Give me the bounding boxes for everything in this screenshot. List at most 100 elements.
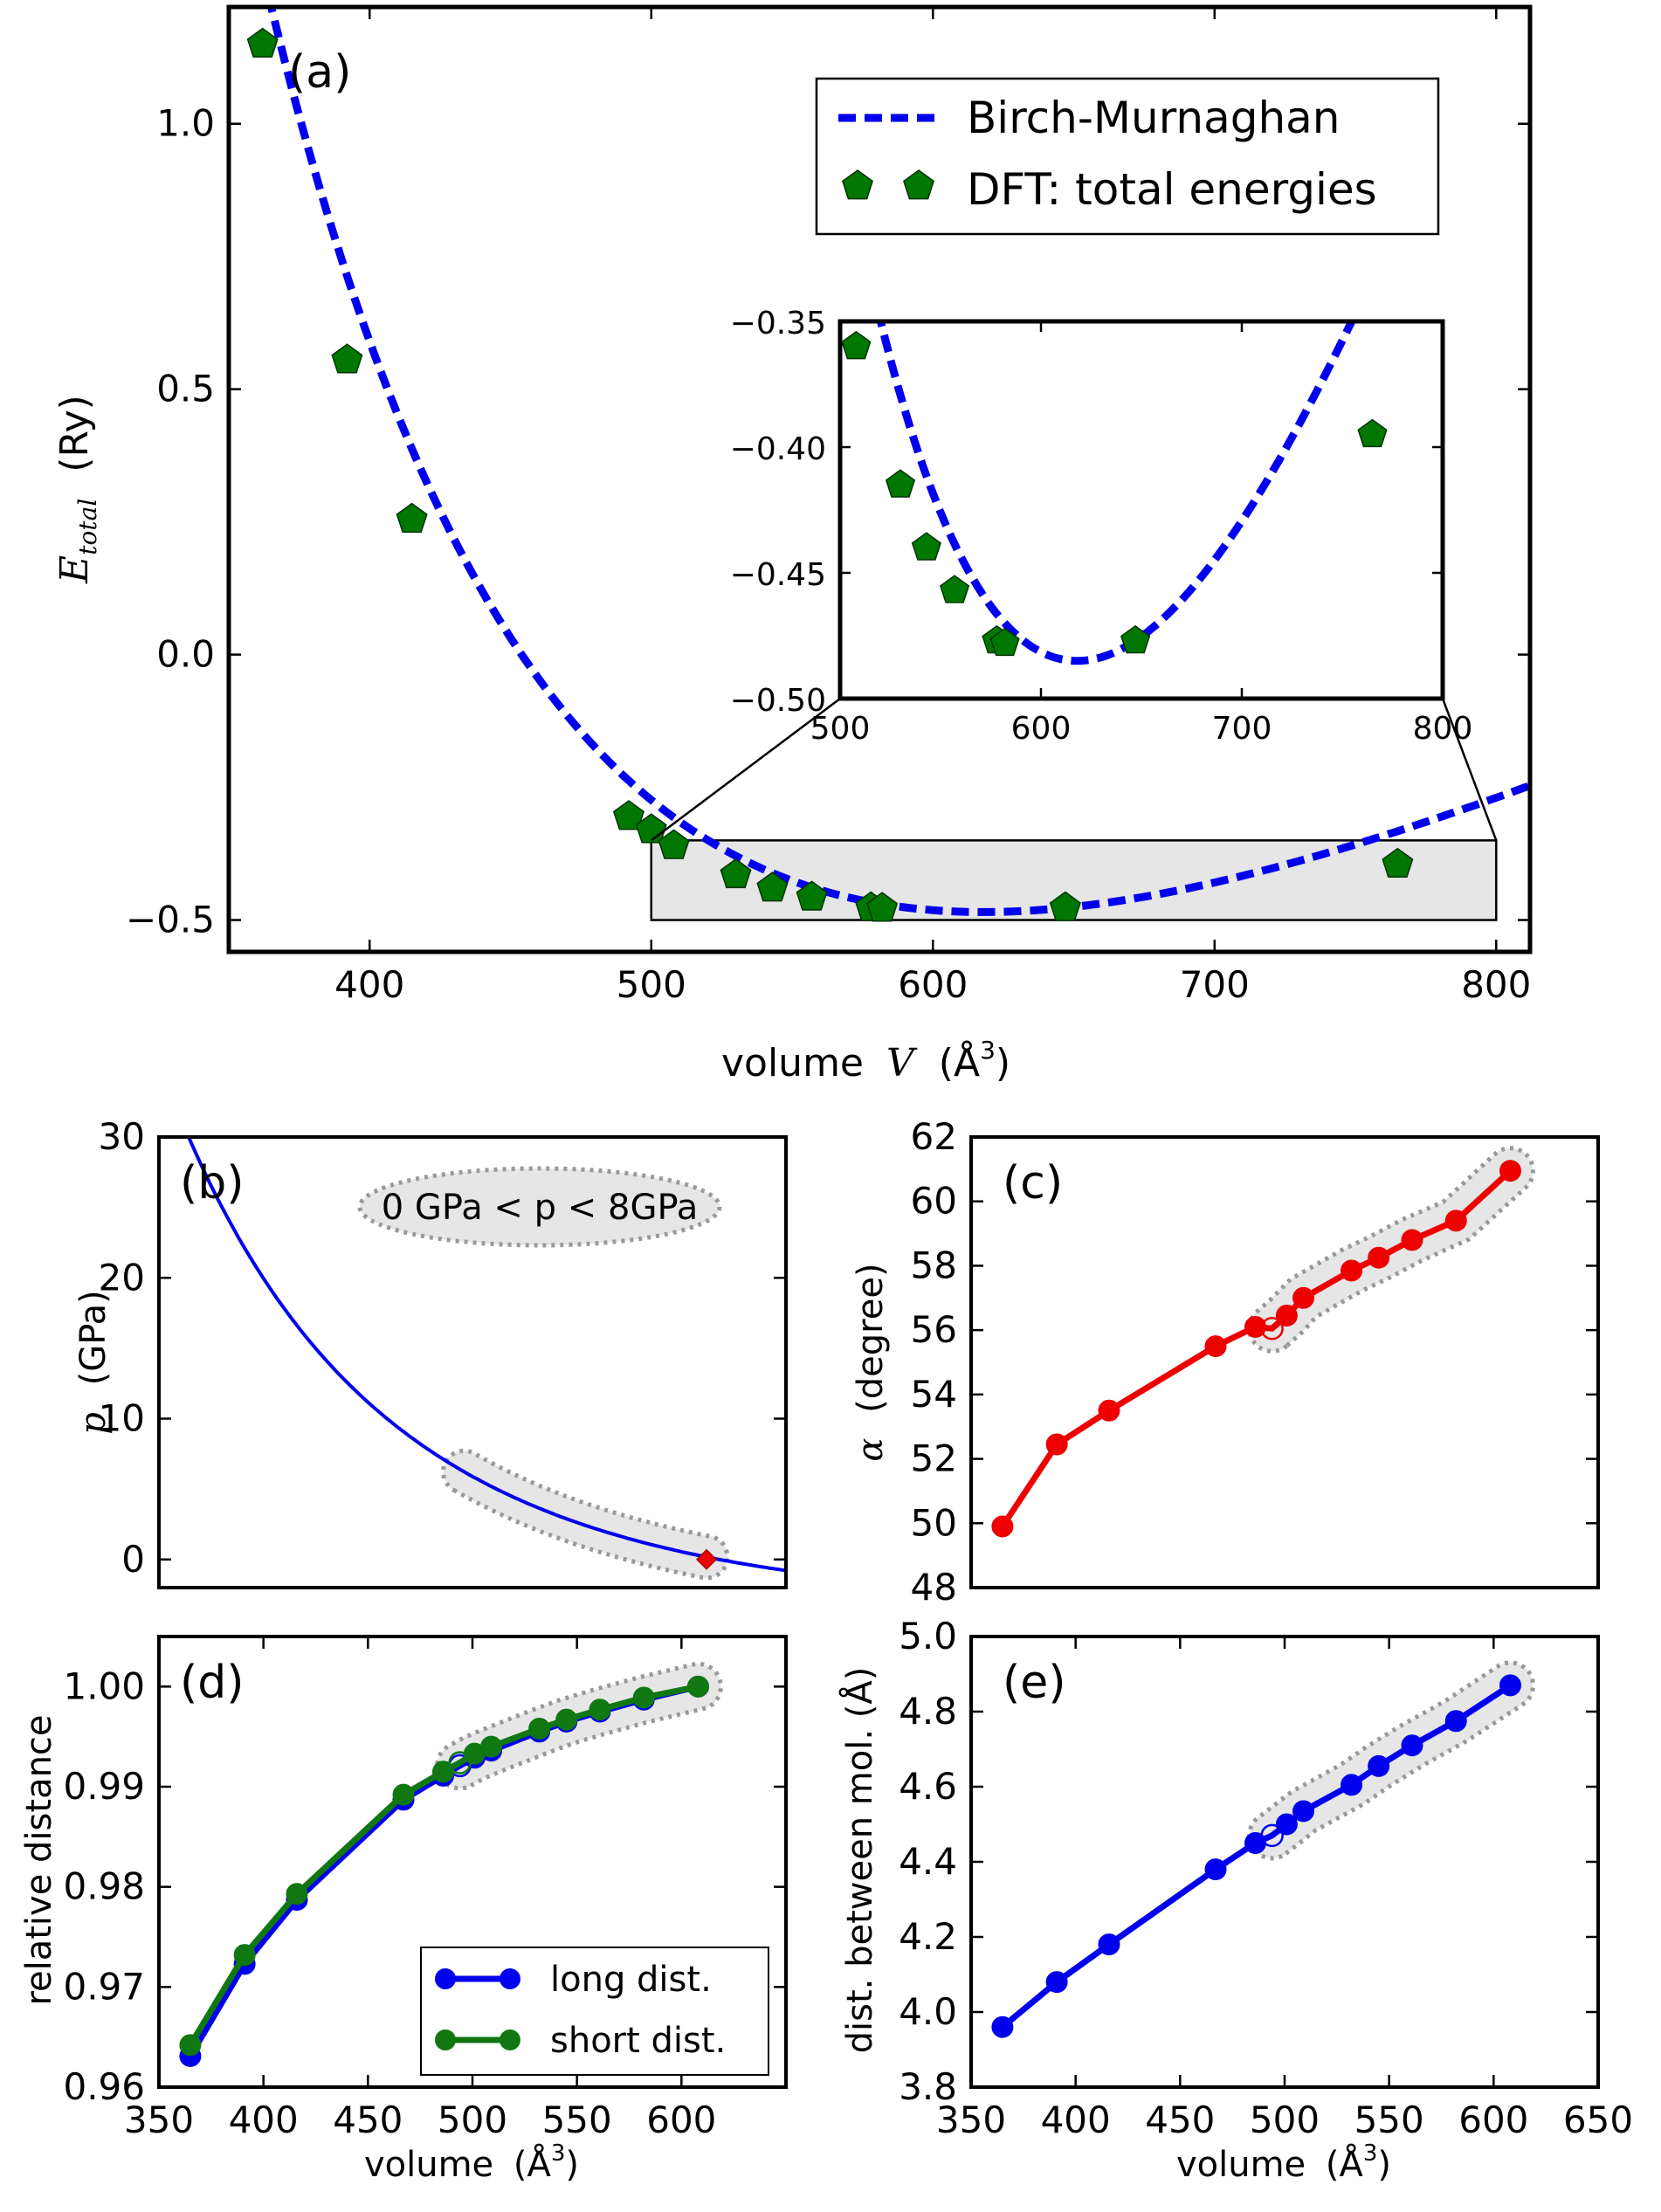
e-data-point <box>1341 1774 1363 1796</box>
a-panel-label: (a) <box>288 46 351 99</box>
c-data-point <box>1260 1317 1284 1340</box>
p4-ytick-label: 3.8 <box>899 2065 957 2108</box>
a-ylabel-sub: total <box>73 499 102 555</box>
c-ylabel-unit: (degree) <box>851 1263 891 1412</box>
c-data-point <box>1204 1335 1227 1358</box>
c-data-point <box>1098 1399 1120 1422</box>
d-short-point <box>686 1675 709 1698</box>
inset-ytick-label: −0.50 <box>730 683 826 719</box>
a-legend-marker-swatch <box>842 169 934 200</box>
inset-data-point <box>1120 624 1151 654</box>
inset-data-point <box>911 532 941 561</box>
e-data-point <box>1244 1832 1266 1854</box>
p3-ytick-label: 0.99 <box>63 1765 145 1808</box>
c-frame <box>969 1135 1600 1589</box>
a-ylabel-unit: (Ry) <box>52 395 97 472</box>
inset-data-point <box>940 575 970 603</box>
b-ytick-label: 10 <box>99 1397 145 1440</box>
e-data-point <box>1045 1971 1068 1994</box>
p4-xtick-label: 550 <box>1354 2098 1424 2141</box>
e-ylabel: dist. between mol. (Å) <box>838 1667 880 2054</box>
a-xtick-label: 500 <box>617 963 686 1006</box>
e-data-point <box>1401 1734 1423 1757</box>
e-data-point <box>1275 1813 1298 1836</box>
a-xlabel-close: ) <box>996 1041 1010 1085</box>
inset-xtick-label: 500 <box>810 711 871 747</box>
d-xlabel: volume (Å3) <box>364 2140 579 2185</box>
c-data-point <box>1341 1259 1363 1282</box>
e-xlabel-unit: Å <box>1339 2143 1363 2185</box>
b-ytick-label: 20 <box>99 1256 145 1299</box>
c-ylabel: α (degree) <box>851 1263 891 1461</box>
a-data-point <box>246 27 279 58</box>
c-data-point <box>991 1515 1014 1538</box>
a-ytick-label: −0.5 <box>126 899 215 941</box>
b-ytick-label: 30 <box>99 1115 145 1158</box>
a-xlabel: volume V (Å3) <box>721 1036 1010 1085</box>
c-data-point <box>1401 1229 1423 1251</box>
p4-ytick-label: 4.0 <box>899 1990 957 2033</box>
c-panel-label: (c) <box>1003 1157 1063 1209</box>
svg-text:p (GPa): p (GPa) <box>73 1290 114 1434</box>
c-ticks: 48 50 52 54 56 58 60 62 <box>911 1115 1598 1609</box>
p2-ytick-label: 54 <box>911 1373 957 1416</box>
p3-xtick-label: 450 <box>333 2098 403 2141</box>
a-frame <box>226 4 1533 954</box>
svg-text:volume V (Å3): volume V (Å3) <box>721 1036 1010 1085</box>
inset-ytick-label: −0.40 <box>730 431 826 467</box>
e-data-point <box>1368 1754 1390 1777</box>
a-connector-left <box>651 698 841 842</box>
inset-ticks: 500 600 700 800 −0.50 −0.45 −0.40 −0.35 <box>730 306 1473 747</box>
d-ticks: 350 400 450 500 550 600 0.96 0.97 0.98 0.99 1.00 <box>63 1637 786 2141</box>
p4-ytick-label: 4.6 <box>899 1765 957 1808</box>
svg-text:Etotal (Ry): Etotal (Ry) <box>52 395 106 584</box>
a-legend: Birch-Murnaghan DFT: total energies <box>815 77 1440 236</box>
p4-xtick-label: 350 <box>936 2098 1006 2141</box>
a-xlabel-prefix: volume <box>721 1041 864 1085</box>
d-xlabel-unit: Å <box>527 2143 551 2185</box>
a-data-point <box>866 892 899 922</box>
inset-xtick-label: 600 <box>1011 711 1072 747</box>
b-frame <box>157 1135 788 1589</box>
d-legend: long dist. short dist. <box>420 1947 769 2076</box>
panel-c: 48 50 52 54 56 58 60 62 (c) α (degree) <box>851 1115 1600 1609</box>
b-annotation: 0 GPa < p < 8GPa <box>382 1188 699 1228</box>
p4-xtick-label: 650 <box>1563 2098 1633 2141</box>
panel-a: 400 500 600 700 800 −0.5 0.0 0.5 1.0 (a) 500 600 7… <box>52 4 1533 1085</box>
e-data-point <box>991 2016 1014 2038</box>
a-data-point <box>396 502 428 533</box>
e-data-point <box>1204 1858 1227 1881</box>
d-short-point <box>179 2034 202 2057</box>
p3-ytick-label: 1.00 <box>63 1664 145 1707</box>
p2-ytick-label: 52 <box>911 1437 957 1480</box>
p2-ytick-label: 58 <box>911 1244 957 1286</box>
b-ylabel: p (GPa) <box>73 1290 114 1434</box>
a-data-point <box>1382 847 1414 879</box>
inset-ytick-label: −0.45 <box>730 557 826 593</box>
e-data-point <box>1499 1674 1521 1697</box>
b-ylabel-symbol: p <box>73 1412 114 1435</box>
a-data-point <box>756 872 789 902</box>
a-xtick-label: 400 <box>334 963 404 1006</box>
d-short-point <box>528 1717 551 1740</box>
a-connector-right <box>1441 698 1498 841</box>
inset-xtick-label: 700 <box>1212 711 1272 747</box>
p3-xtick-label: 400 <box>229 2098 299 2141</box>
e-points <box>991 1674 1521 2038</box>
p4-xtick-label: 500 <box>1250 2098 1320 2141</box>
a-ytick-label: 1.0 <box>156 102 215 145</box>
p3-xtick-label: 550 <box>542 2098 612 2141</box>
a-xlabel-sup: 3 <box>980 1036 996 1065</box>
c-data-point <box>1444 1209 1467 1232</box>
p4-ytick-label: 4.8 <box>899 1690 957 1733</box>
a-data-point <box>658 829 690 859</box>
d-short-point <box>392 1783 415 1806</box>
d-legend-marker-short-1 <box>435 2029 456 2050</box>
e-panel-label: (e) <box>1003 1657 1066 1709</box>
b-ylabel-unit: (GPa) <box>73 1290 114 1385</box>
p2-ytick-label: 50 <box>911 1501 957 1544</box>
a-ytick-label: 0.0 <box>156 633 215 676</box>
d-legend-label-long: long dist. <box>550 1960 712 2000</box>
a-xlabel-symbol: V <box>886 1041 918 1085</box>
